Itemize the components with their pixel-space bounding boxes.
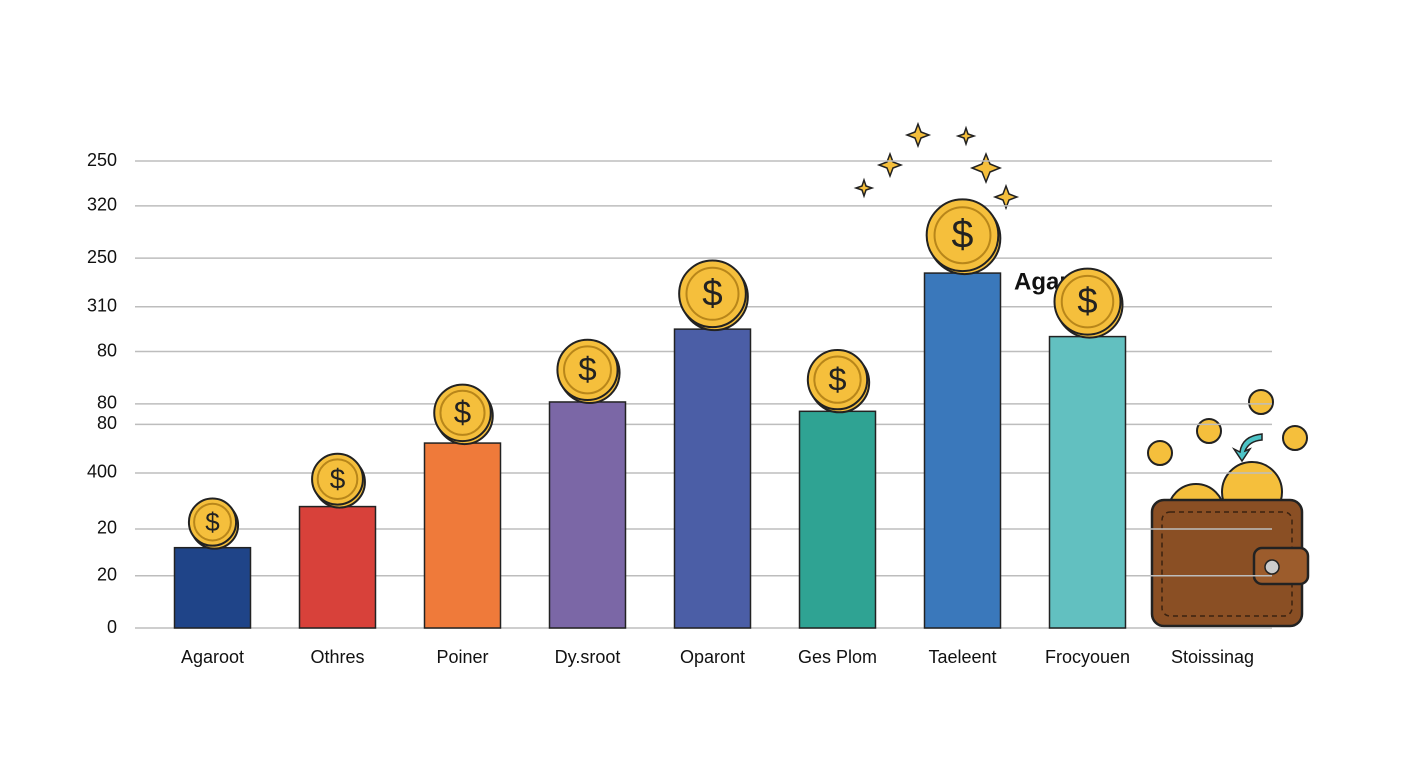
- coin: [1053, 267, 1122, 336]
- bar: [1048, 335, 1127, 629]
- bar: [298, 505, 377, 629]
- bar: [673, 328, 752, 629]
- coin-rim: [193, 502, 232, 542]
- coin-rim: [439, 389, 486, 436]
- coin: [925, 198, 1000, 273]
- coin-rim: [563, 345, 612, 395]
- coin: [311, 452, 364, 506]
- sparkles: [853, 121, 1020, 211]
- x-tick-label: Ges Plom: [798, 647, 877, 667]
- x-tick-label: Oparont: [680, 647, 745, 667]
- bar: [798, 410, 877, 629]
- coin-rim: [1060, 274, 1115, 329]
- wallet: [1147, 389, 1310, 628]
- bar: [423, 442, 502, 629]
- coin: [678, 259, 747, 329]
- y-tick-label: 0: [107, 617, 117, 637]
- y-tick-label: 310: [87, 295, 117, 315]
- y-tick-label: 80: [97, 393, 117, 413]
- x-tick-label: Othres: [310, 647, 364, 667]
- y-tick-label: 20: [97, 518, 117, 538]
- coin-sign: $: [952, 213, 974, 257]
- coin-rim: [933, 206, 992, 265]
- coin-rim: [685, 266, 740, 321]
- x-tick-label: Poiner: [436, 647, 488, 667]
- coin: [433, 383, 492, 443]
- bar: [923, 272, 1002, 629]
- y-tick-label: 80: [97, 413, 117, 433]
- coin-sign: $: [205, 509, 219, 537]
- y-tick-label: 250: [87, 247, 117, 267]
- coin-sign: $: [578, 352, 596, 389]
- bar: [548, 401, 627, 629]
- y-tick-label: 80: [97, 340, 117, 360]
- y-tick-label: 250: [87, 150, 117, 170]
- coin-sign: $: [1077, 280, 1097, 321]
- coin: [187, 497, 238, 547]
- y-tick-label: 320: [87, 195, 117, 215]
- coin-sign: $: [330, 464, 346, 495]
- x-tick-label: Dy.sroot: [555, 647, 621, 667]
- bar: [173, 546, 252, 629]
- coin: [806, 348, 869, 411]
- coin-rim: [813, 355, 862, 404]
- x-tick-label: Stoissinag: [1171, 647, 1254, 667]
- y-tick-label: 400: [87, 462, 117, 482]
- coin: [556, 338, 619, 401]
- coin-sign: $: [828, 360, 846, 397]
- x-tick-label: Taeleent: [928, 647, 996, 667]
- coin-rim: [316, 458, 359, 500]
- coin-sign: $: [454, 395, 471, 430]
- x-tick-label: Frocyouen: [1045, 647, 1130, 667]
- x-tick-label: Agaroot: [181, 647, 244, 667]
- coin-sign: $: [702, 272, 722, 313]
- y-tick-label: 20: [97, 564, 117, 584]
